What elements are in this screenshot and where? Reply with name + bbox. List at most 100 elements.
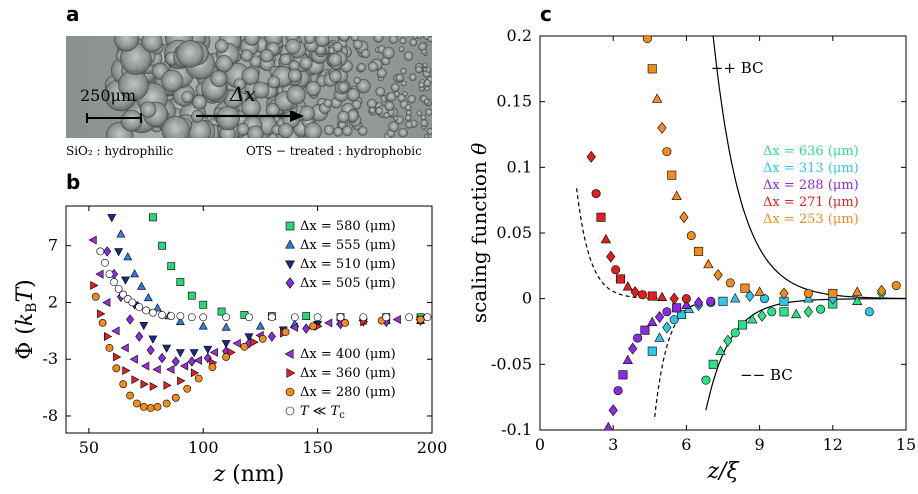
data-point	[158, 311, 166, 319]
droplet	[423, 98, 430, 105]
data-point	[302, 323, 311, 334]
droplet	[286, 85, 306, 105]
data-point	[153, 303, 162, 312]
data-point	[651, 93, 663, 103]
droplet	[405, 120, 413, 129]
data-point	[148, 335, 158, 344]
data-point	[640, 325, 650, 335]
droplet	[409, 38, 418, 47]
droplet	[367, 61, 379, 72]
droplet	[279, 53, 292, 66]
data-point	[203, 352, 212, 364]
data-point	[667, 170, 677, 180]
data-point	[891, 281, 901, 291]
x-tick-label: 150	[302, 438, 333, 457]
droplet	[267, 75, 281, 89]
droplet	[398, 46, 405, 53]
data-point	[285, 239, 295, 249]
data-point	[98, 319, 107, 327]
data-point	[622, 281, 633, 291]
legend-label: Δx = 313 (μm)	[763, 161, 859, 176]
data-point	[423, 313, 432, 322]
series-group	[96, 247, 432, 322]
data-point	[694, 246, 704, 256]
data-point	[102, 298, 111, 307]
droplet	[210, 70, 228, 88]
droplet	[215, 55, 233, 73]
data-point	[267, 331, 276, 342]
droplet	[357, 62, 366, 72]
data-point	[255, 321, 265, 330]
droplet	[407, 94, 417, 104]
data-point	[175, 316, 185, 325]
scale-bar	[86, 108, 142, 123]
data-point	[681, 294, 691, 304]
droplet	[240, 49, 253, 62]
droplet	[192, 94, 207, 110]
y-tick-label: 0	[522, 289, 532, 308]
data-point	[606, 250, 616, 263]
data-point	[135, 331, 144, 342]
data-point	[137, 281, 146, 290]
series-group	[603, 296, 716, 430]
droplet	[346, 88, 360, 102]
data-point	[110, 278, 118, 286]
data-point	[405, 313, 414, 322]
data-point	[703, 258, 714, 269]
droplet	[328, 52, 342, 67]
data-point	[647, 291, 657, 301]
x-axis-label: z (nm)	[213, 462, 285, 487]
y-axis-label: Φ (kBT)	[13, 279, 40, 360]
data-point	[149, 308, 157, 317]
data-point	[672, 303, 682, 313]
x-tick-label: 6	[681, 435, 691, 454]
droplet	[375, 86, 386, 97]
data-point	[162, 344, 172, 353]
x-tick-label: 12	[823, 435, 843, 454]
data-point	[730, 293, 741, 303]
droplet	[337, 81, 350, 93]
data-point	[656, 291, 668, 302]
bc-annotation: −− BC	[740, 366, 793, 384]
data-point	[120, 343, 129, 353]
data-point	[171, 356, 180, 367]
droplet	[215, 106, 240, 131]
droplet	[338, 36, 350, 42]
data-point	[114, 284, 123, 293]
data-point	[613, 386, 623, 396]
data-point	[852, 295, 863, 305]
data-point	[158, 241, 166, 250]
data-point	[177, 376, 186, 386]
data-point	[608, 404, 618, 417]
droplet	[403, 51, 414, 61]
droplet	[342, 125, 353, 137]
data-point	[131, 375, 140, 385]
x-tick-label: 3	[608, 435, 618, 454]
plot-frame	[65, 205, 433, 434]
data-point	[713, 269, 723, 281]
legend-label: Δx = 580 (μm)	[300, 219, 396, 234]
data-point	[757, 309, 767, 322]
legend-label: Δx = 271 (μm)	[763, 195, 859, 210]
data-point	[416, 315, 425, 324]
data-point	[126, 314, 135, 325]
data-point	[209, 347, 218, 357]
droplet	[400, 80, 407, 87]
data-point	[133, 399, 141, 408]
droplet	[236, 123, 250, 136]
droplet	[425, 108, 432, 116]
minus-minus-bc-curve	[705, 298, 905, 411]
data-point	[176, 278, 185, 286]
caption-hydrophobic: OTS − treated : hydrophobic	[246, 144, 422, 158]
droplet	[375, 107, 384, 116]
data-point	[286, 368, 296, 378]
data-point	[633, 333, 643, 343]
panel-letter-a: a	[66, 2, 80, 26]
data-point	[146, 344, 155, 356]
data-point	[187, 356, 196, 367]
data-point	[199, 300, 208, 309]
droplet	[393, 115, 399, 121]
y-tick-label: 0.15	[496, 92, 532, 111]
data-point	[114, 248, 124, 257]
droplet	[383, 112, 390, 119]
